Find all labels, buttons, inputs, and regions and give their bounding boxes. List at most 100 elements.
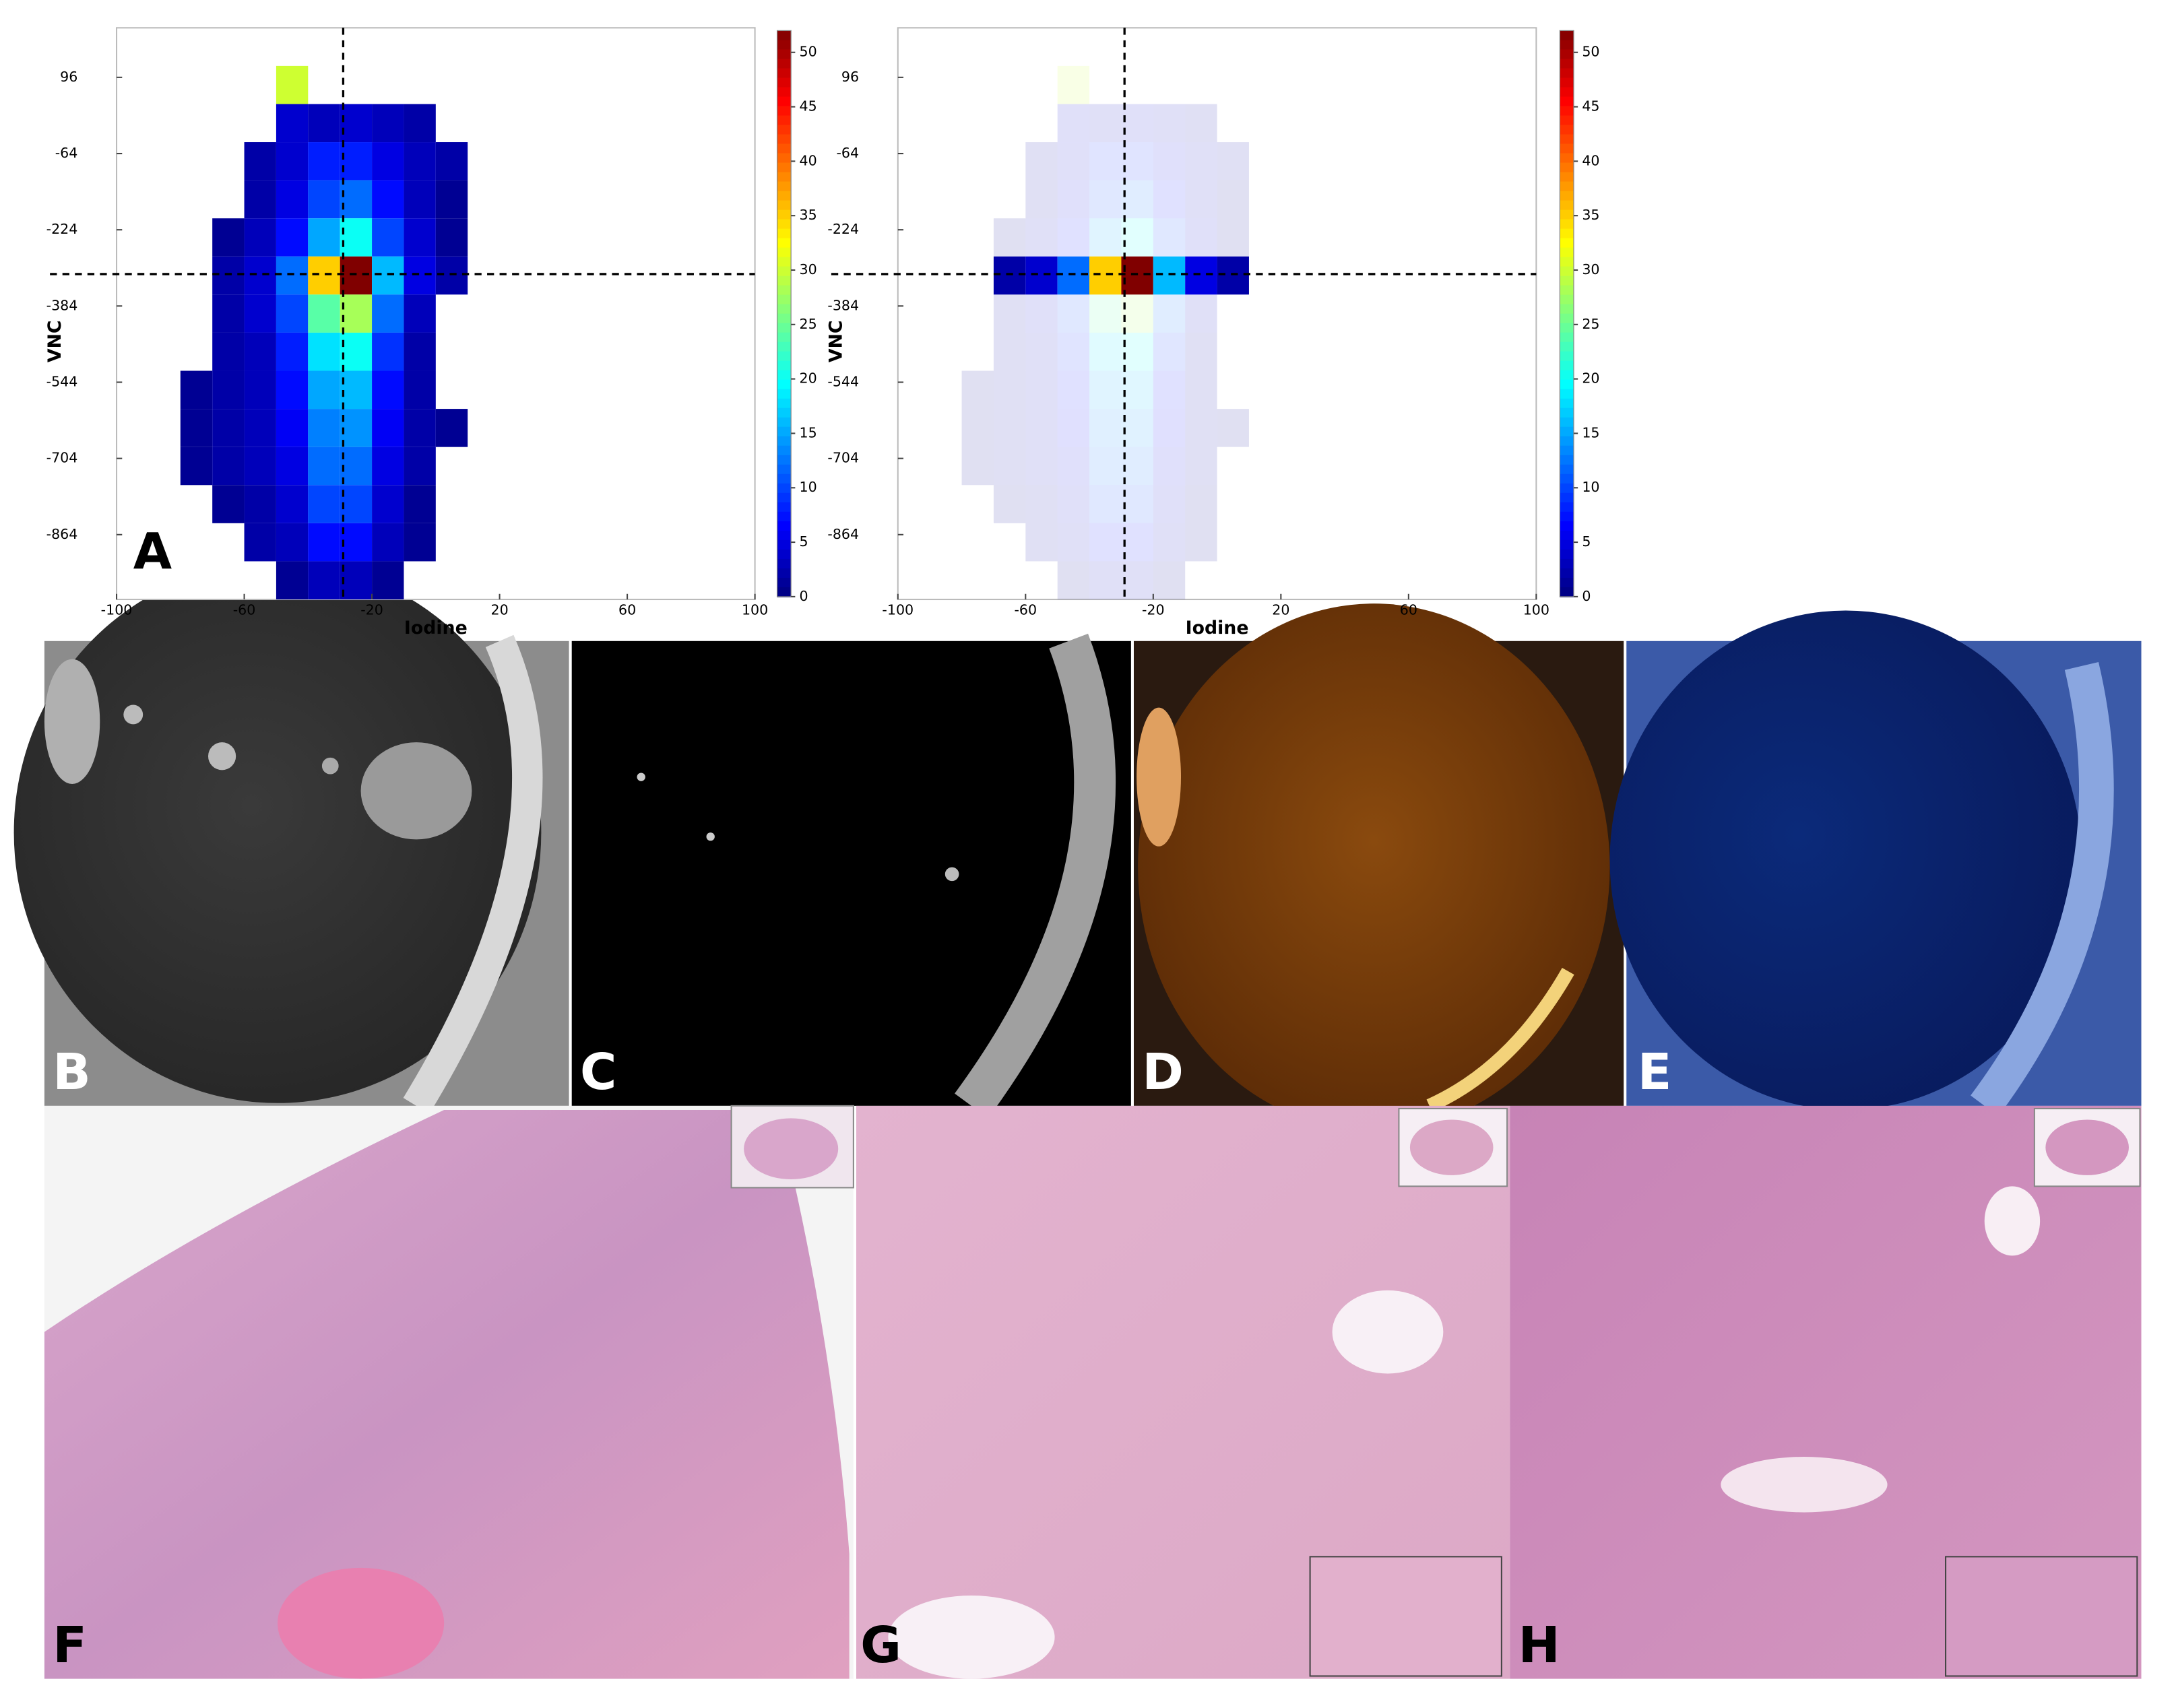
heatmap-cell xyxy=(212,294,245,333)
heatmap-cell xyxy=(1185,104,1217,143)
colorbar-tick-label: 45 xyxy=(800,98,817,114)
colorbar-segment xyxy=(777,313,792,324)
heatmap-cell xyxy=(1217,180,1249,219)
x-tick-label: 100 xyxy=(1523,601,1549,618)
colorbar-tick-label: 50 xyxy=(800,44,817,60)
heatmap-cell xyxy=(276,294,309,333)
colorbar-segment xyxy=(777,539,792,550)
heatmap-cell xyxy=(308,294,340,333)
heatmap-cell xyxy=(276,523,309,562)
heatmap-cell xyxy=(340,218,373,257)
histology-panel-f xyxy=(44,1105,854,1679)
heatmap-cell xyxy=(1089,332,1122,371)
heatmap-cell xyxy=(212,256,245,295)
heatmap-cell xyxy=(1057,332,1090,371)
colorbar-segment xyxy=(1560,521,1574,531)
y-tick-label: -864 xyxy=(46,526,78,542)
heatmap-cell xyxy=(1121,104,1153,143)
colorbar-tick-label: 5 xyxy=(800,533,808,550)
heatmap-cell xyxy=(340,256,373,295)
heatmap-cell xyxy=(1025,180,1058,219)
heatmap-cell xyxy=(340,409,373,447)
heatmap-cell xyxy=(435,218,468,257)
x-tick-label: -60 xyxy=(233,601,256,618)
heatmap-cell xyxy=(372,523,404,562)
panel-label: F xyxy=(53,1616,87,1674)
heatmap-cell xyxy=(1089,561,1122,599)
heatmap-cell xyxy=(276,561,309,599)
colorbar-segment xyxy=(1560,153,1574,164)
heatmap-cell xyxy=(308,485,340,523)
panel-label: B xyxy=(53,1043,91,1101)
y-tick-label: -544 xyxy=(827,373,859,389)
colorbar-tick-label: 30 xyxy=(800,261,817,277)
ct-panel-c xyxy=(571,633,1131,1119)
colorbar-segment xyxy=(1560,483,1574,494)
colorbar-segment xyxy=(777,49,792,60)
heatmap-cell xyxy=(1089,294,1122,333)
colorbar-segment xyxy=(777,115,792,126)
heatmap-cell xyxy=(340,294,373,333)
heatmap-cell xyxy=(340,370,373,409)
x-tick-label: 20 xyxy=(490,601,508,618)
colorbar-segment xyxy=(777,568,792,579)
heatmap-cell xyxy=(404,447,436,486)
heatmap-cell xyxy=(308,142,340,180)
y-tick-label: -704 xyxy=(46,450,78,466)
heatmap-cell xyxy=(1057,485,1090,523)
heatmap-cell xyxy=(308,104,340,143)
heatmap-cell xyxy=(1121,256,1153,295)
colorbar-segment xyxy=(1560,389,1574,399)
heatmap-cell xyxy=(372,561,404,599)
colorbar-segment xyxy=(1560,275,1574,286)
heatmap-cell xyxy=(340,523,373,562)
ct-panel-b xyxy=(13,562,569,1114)
heatmap-cell xyxy=(1153,104,1186,143)
colorbar-segment xyxy=(1560,370,1574,381)
colorbar-tick-label: 20 xyxy=(800,370,817,387)
heatmap-cell xyxy=(1057,180,1090,219)
colorbar-tick-label: 15 xyxy=(800,424,817,440)
heatmap-cell xyxy=(1025,294,1058,333)
colorbar-segment xyxy=(1560,426,1574,437)
colorbar-segment xyxy=(777,96,792,107)
colorbar-segment xyxy=(777,455,792,465)
heatmap-cell xyxy=(1089,409,1122,447)
colorbar-segment xyxy=(777,294,792,305)
colorbar-segment xyxy=(777,577,792,588)
heatmap-cell xyxy=(308,409,340,447)
colorbar-segment xyxy=(1560,539,1574,550)
heatmap-cell xyxy=(340,332,373,371)
heatmap-cell xyxy=(308,447,340,486)
heatmap-cell xyxy=(1153,332,1186,371)
colorbar-segment xyxy=(1560,492,1574,503)
heatmap-cell xyxy=(1217,218,1249,257)
heatmap-cell xyxy=(1121,561,1153,599)
colorbar-tick-label: 5 xyxy=(1582,533,1591,550)
colorbar-segment xyxy=(1560,379,1574,390)
heatmap-cell xyxy=(993,485,1026,523)
heatmap-cell xyxy=(1025,332,1058,371)
colorbar-segment xyxy=(1560,398,1574,409)
heatmap-cell xyxy=(435,142,468,180)
y-tick-label: -64 xyxy=(55,145,78,161)
colorbar-segment xyxy=(1560,96,1574,107)
heatmap-cell xyxy=(1121,370,1153,409)
heatmap-cell xyxy=(1025,218,1058,257)
colorbar-segment xyxy=(1560,464,1574,475)
heatmap-cell xyxy=(1057,65,1090,104)
colorbar-segment xyxy=(777,285,792,296)
colorbar-segment xyxy=(1560,209,1574,220)
colorbar-segment xyxy=(777,238,792,249)
y-tick-label: -224 xyxy=(827,221,859,237)
heatmap-cell xyxy=(340,104,373,143)
colorbar-segment xyxy=(1560,549,1574,560)
colorbar-segment xyxy=(1560,455,1574,465)
colorbar-segment xyxy=(777,59,792,69)
heatmap-cell xyxy=(1153,561,1186,599)
heatmap-cell xyxy=(1089,218,1122,257)
colorbar-segment xyxy=(1560,191,1574,201)
heatmap-cell xyxy=(993,370,1026,409)
heatmap-cell xyxy=(1089,142,1122,180)
y-tick-label: 96 xyxy=(841,69,859,85)
